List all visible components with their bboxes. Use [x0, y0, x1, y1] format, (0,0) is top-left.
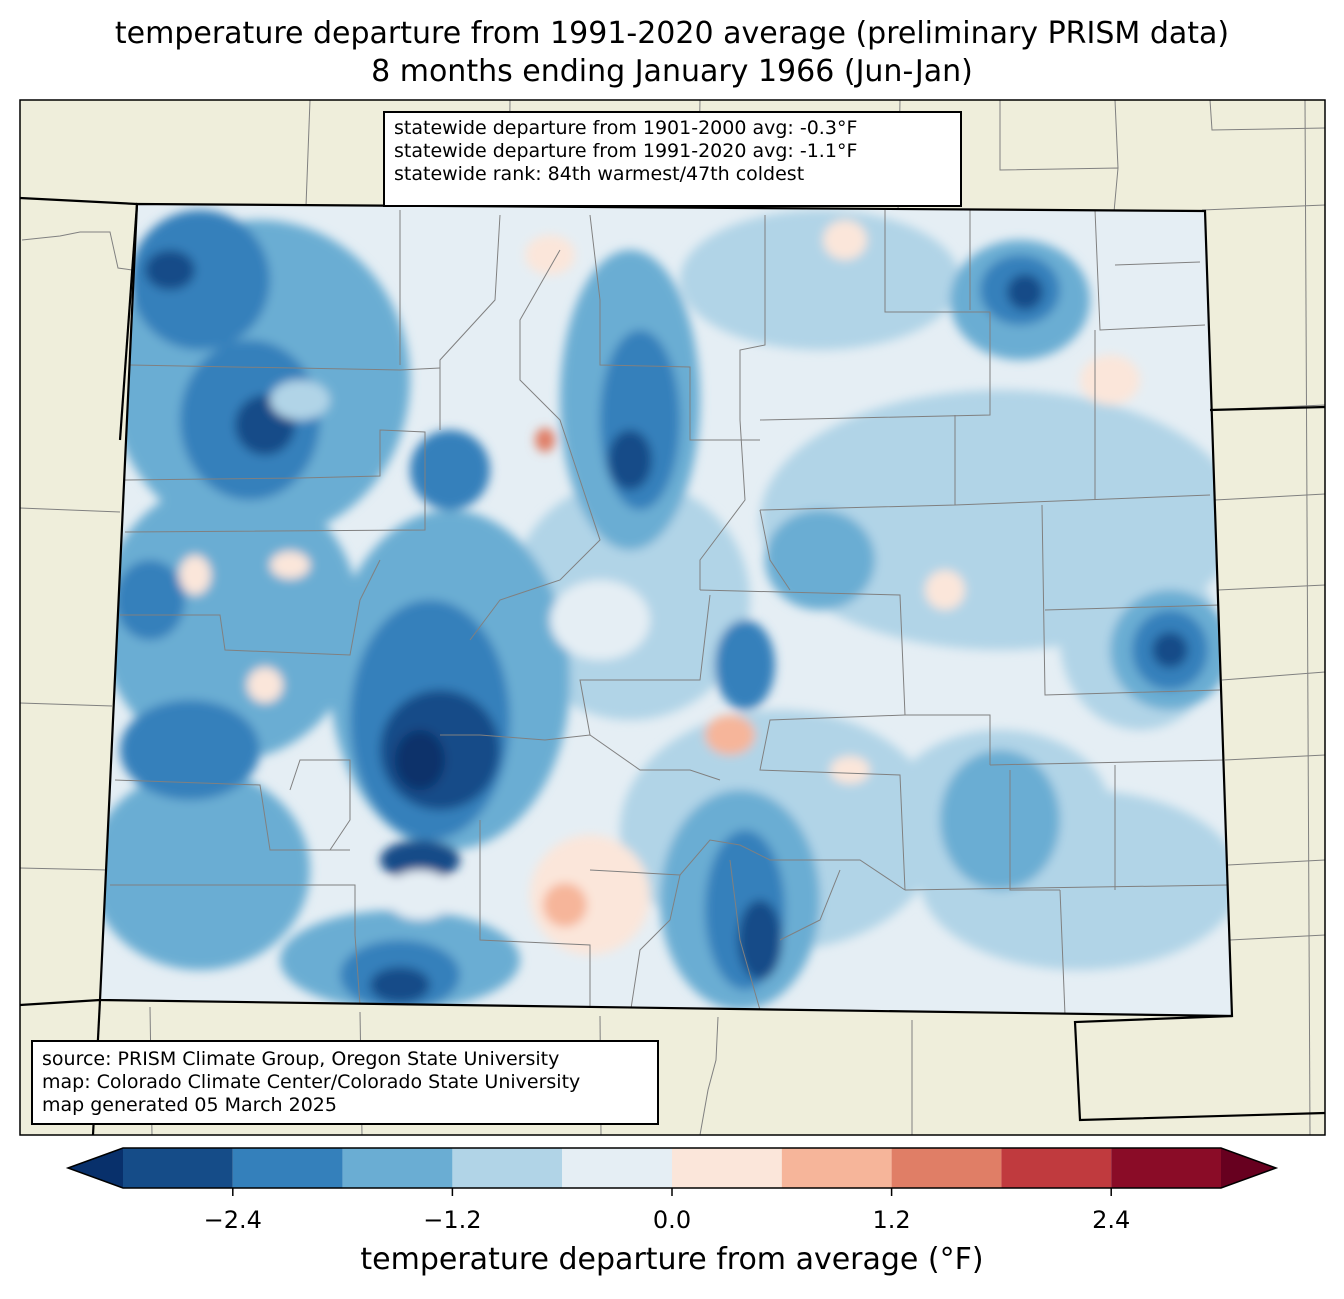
- colorbar-bin: [562, 1148, 672, 1188]
- map-subtitle: 8 months ending January 1966 (Jun-Jan): [371, 54, 973, 89]
- statewide-stats-box: statewide departure from 1901-2000 avg: …: [383, 111, 962, 207]
- stats-line-1901-2000: statewide departure from 1901-2000 avg: …: [394, 117, 858, 139]
- colorbar-bin: [781, 1148, 892, 1188]
- state-borders: [19, 196, 1326, 1136]
- colorbar-bin: [672, 1148, 782, 1188]
- source-line-generated: map generated 05 March 2025: [42, 1094, 337, 1116]
- colorbar-tick-label: −2.4: [203, 1206, 262, 1234]
- colorbar-title: temperature departure from average (°F): [360, 1242, 984, 1277]
- colorbar-outline: [65, 1147, 1279, 1189]
- colorbar-tick-label: 2.4: [1092, 1206, 1131, 1234]
- source-line-map: map: Colorado Climate Center/Colorado St…: [42, 1071, 581, 1093]
- colorbar-under-arrow: [68, 1148, 123, 1188]
- colorbar: [65, 1147, 1279, 1196]
- stats-line-rank: statewide rank: 84th warmest/47th coldes…: [394, 163, 805, 185]
- map-title: temperature departure from 1991-2020 ave…: [114, 16, 1230, 51]
- colorbar-bin: [123, 1148, 233, 1188]
- colorbar-bin: [232, 1148, 343, 1188]
- colorbar-bin: [1001, 1148, 1112, 1188]
- map-frame: [19, 99, 1326, 1136]
- colorbar-bin: [1111, 1148, 1221, 1188]
- stats-line-1991-2020: statewide departure from 1991-2020 avg: …: [394, 140, 858, 162]
- colorbar-bin: [891, 1148, 1002, 1188]
- colorbar-tick-label: 0.0: [652, 1206, 692, 1234]
- colorbar-bin: [452, 1148, 563, 1188]
- temperature-departure-field: [100, 204, 1232, 1016]
- colorbar-tick-label: 1.2: [872, 1206, 911, 1234]
- colorado-county-lines: [110, 209, 1229, 1016]
- colorbar-over-arrow: [1221, 1148, 1276, 1188]
- colorbar-tick-label: −1.2: [423, 1206, 482, 1234]
- source-line-prism: source: PRISM Climate Group, Oregon Stat…: [42, 1048, 560, 1070]
- colorbar-bin: [342, 1148, 453, 1188]
- source-box: source: PRISM Climate Group, Oregon Stat…: [31, 1040, 659, 1125]
